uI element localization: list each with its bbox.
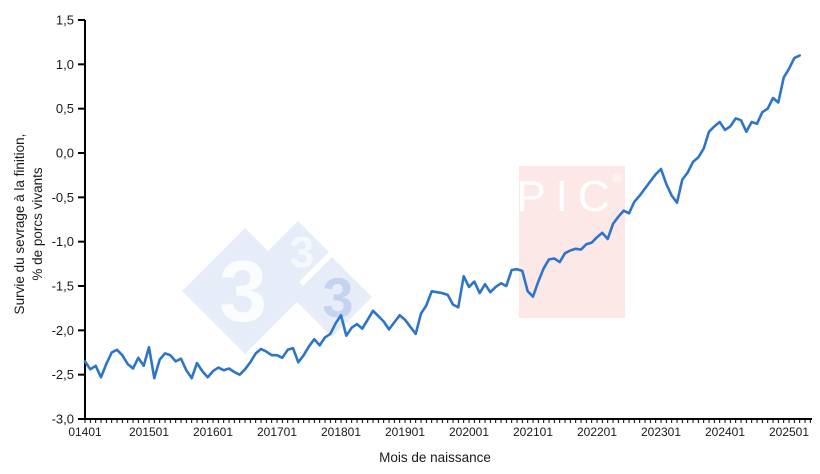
watermark-diamond: [267, 221, 329, 283]
pic-watermark-box: [519, 166, 625, 318]
y-tick-label: -2,5: [52, 367, 74, 382]
y-tick-label: 1,0: [56, 57, 74, 72]
x-tick-label: 201701: [257, 425, 297, 439]
y-tick-label: 1,5: [56, 13, 74, 28]
watermark-diamond: [292, 257, 372, 337]
x-tick-label: 01401: [68, 425, 102, 439]
x-tick-label: 201601: [193, 425, 233, 439]
y-tick-label: 0,5: [56, 101, 74, 116]
y-tick-label: -1,0: [52, 234, 74, 249]
watermark-3-glyph: 3: [219, 244, 267, 340]
y-tick-label: -1,5: [52, 279, 74, 294]
y-tick-label: -2,0: [52, 323, 74, 338]
y-tick-label: 0,0: [56, 146, 74, 161]
x-tick-label: 202201: [577, 425, 617, 439]
data-line: [83, 54, 802, 380]
x-tick-label: 201501: [129, 425, 169, 439]
pic-watermark-text: PIC: [516, 172, 619, 221]
x-tick-label: 202101: [513, 425, 553, 439]
x-axis-title: Mois de naissance: [379, 450, 491, 465]
x-tick-label: 201901: [385, 425, 425, 439]
x-tick-label: 202401: [705, 425, 745, 439]
x-tick-label: 202001: [449, 425, 489, 439]
y-tick-label: -3,0: [52, 412, 74, 427]
x-tick-label: 201801: [321, 425, 361, 439]
x-tick-label: 202301: [641, 425, 681, 439]
watermark-3-glyph: 3: [290, 228, 314, 277]
pic-registered-mark-icon: ®: [613, 171, 622, 185]
x-tick-label: 202501: [769, 425, 809, 439]
y-tick-label: -0,5: [52, 190, 74, 205]
